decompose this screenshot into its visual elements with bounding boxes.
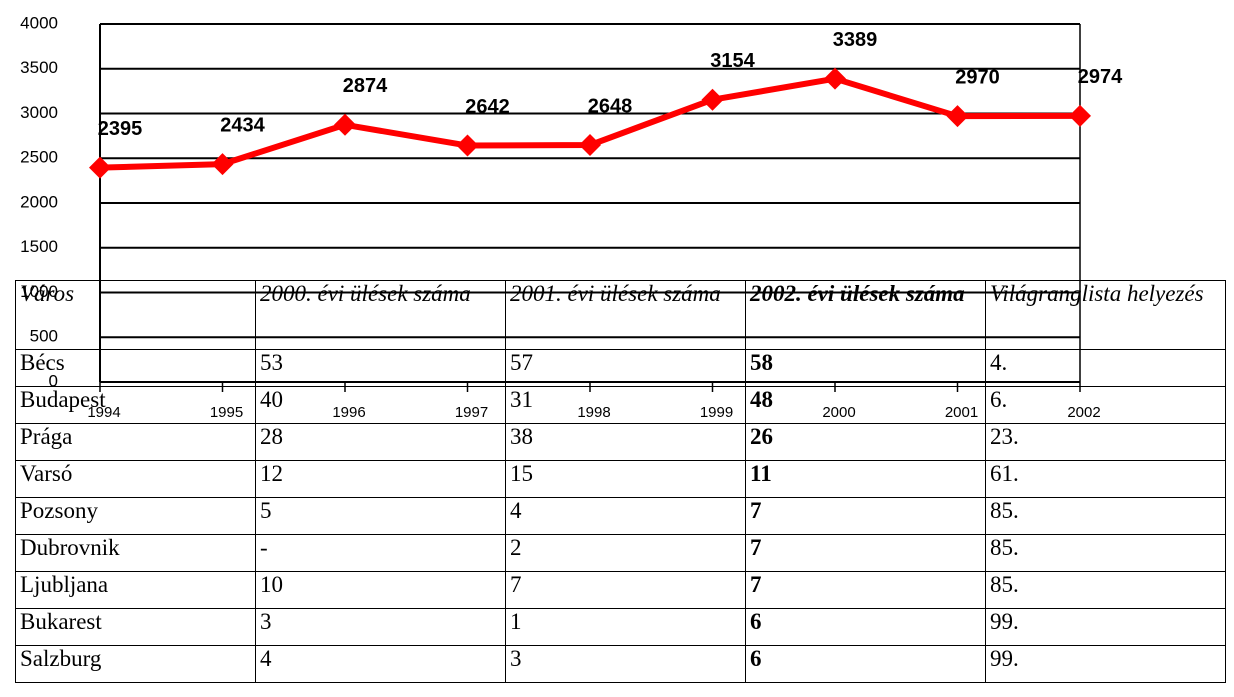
x-tick-label: 1998 xyxy=(577,404,610,421)
table-cell: - xyxy=(255,534,506,572)
data-label: 2974 xyxy=(1078,66,1123,88)
data-point xyxy=(824,67,846,90)
x-tick-label: 1999 xyxy=(700,404,733,421)
table-cell: 4 xyxy=(255,645,506,683)
table-cell: 85. xyxy=(985,571,1226,609)
y-tick-label: 2000 xyxy=(20,192,58,211)
table-cell: 99. xyxy=(985,645,1226,683)
table-cell: Bukarest xyxy=(15,608,256,646)
data-label: 2395 xyxy=(98,118,143,140)
table-cell: 28 xyxy=(255,423,506,461)
table-cell: 3 xyxy=(505,645,746,683)
data-label: 2434 xyxy=(220,114,265,136)
table-cell: Budapest xyxy=(15,386,256,424)
data-point xyxy=(89,156,111,179)
y-tick-label: 2500 xyxy=(20,148,58,167)
table-row: Varsó 12 15 11 61. xyxy=(15,460,1226,498)
table-cell: 1 xyxy=(505,608,746,646)
data-label: 2874 xyxy=(343,75,388,97)
data-point xyxy=(334,113,356,136)
table-cell: 6. xyxy=(985,386,1226,424)
table-cell: 6 xyxy=(745,645,986,683)
table-row: Salzburg 4 3 6 99. xyxy=(15,645,1226,683)
table-cell: 4. xyxy=(985,349,1226,387)
data-label: 3389 xyxy=(833,29,878,51)
data-label: 2970 xyxy=(955,66,1000,88)
table-row: Budapest 40 31 48 6. xyxy=(15,386,1226,424)
data-label: 3154 xyxy=(710,50,755,72)
table-cell: Dubrovnik xyxy=(15,534,256,572)
table-cell: 23. xyxy=(985,423,1226,461)
x-tick-label: 1995 xyxy=(210,404,243,421)
data-point xyxy=(1069,104,1091,127)
y-tick-label: 0 xyxy=(49,371,58,390)
x-tick-label: 2001 xyxy=(945,404,978,421)
data-label: 2642 xyxy=(465,96,510,118)
table-cell: 31 xyxy=(505,386,746,424)
y-tick-label: 3000 xyxy=(20,103,58,122)
data-point xyxy=(946,105,969,128)
y-tick-label: 500 xyxy=(30,327,58,346)
table-cell: 7 xyxy=(505,571,746,609)
data-point xyxy=(211,153,234,176)
x-tick-label: 1997 xyxy=(455,404,488,421)
data-point xyxy=(579,134,601,157)
table-cell: 2 xyxy=(505,534,746,572)
table-cell: 10 xyxy=(255,571,506,609)
data-table: Város 2000. évi ülések száma 2001. évi ülé… xyxy=(15,280,1226,683)
x-tick-label: 2002 xyxy=(1067,404,1100,421)
x-tick-label: 1996 xyxy=(332,404,365,421)
table-cell: 40 xyxy=(255,386,506,424)
table-cell: Bécs xyxy=(15,349,256,387)
table-cell: 48 xyxy=(745,386,986,424)
table-cell: 85. xyxy=(985,497,1226,535)
table-cell: 7 xyxy=(745,534,986,572)
table-cell: 58 xyxy=(745,349,986,387)
table-cell: Pozsony xyxy=(15,497,256,535)
table-row: Bukarest 3 1 6 99. xyxy=(15,608,1226,646)
x-tick-label: 1994 xyxy=(87,404,120,421)
table-cell: Salzburg xyxy=(15,645,256,683)
x-tick-label: 2000 xyxy=(822,404,855,421)
data-point xyxy=(456,134,479,157)
y-tick-label: 1500 xyxy=(20,237,58,256)
y-tick-label: 3500 xyxy=(20,58,58,77)
data-point xyxy=(701,88,724,111)
y-tick-label: 1000 xyxy=(20,282,58,301)
y-tick-label: 4000 xyxy=(20,13,58,32)
table-cell: Ljubljana xyxy=(15,571,256,609)
data-label: 2648 xyxy=(588,95,633,117)
table-cell: 6 xyxy=(745,608,986,646)
table-row: Dubrovnik -2 7 85. xyxy=(15,534,1226,572)
table-cell: 99. xyxy=(985,608,1226,646)
table-row: Ljubljana 10 7 7 85. xyxy=(15,571,1226,609)
